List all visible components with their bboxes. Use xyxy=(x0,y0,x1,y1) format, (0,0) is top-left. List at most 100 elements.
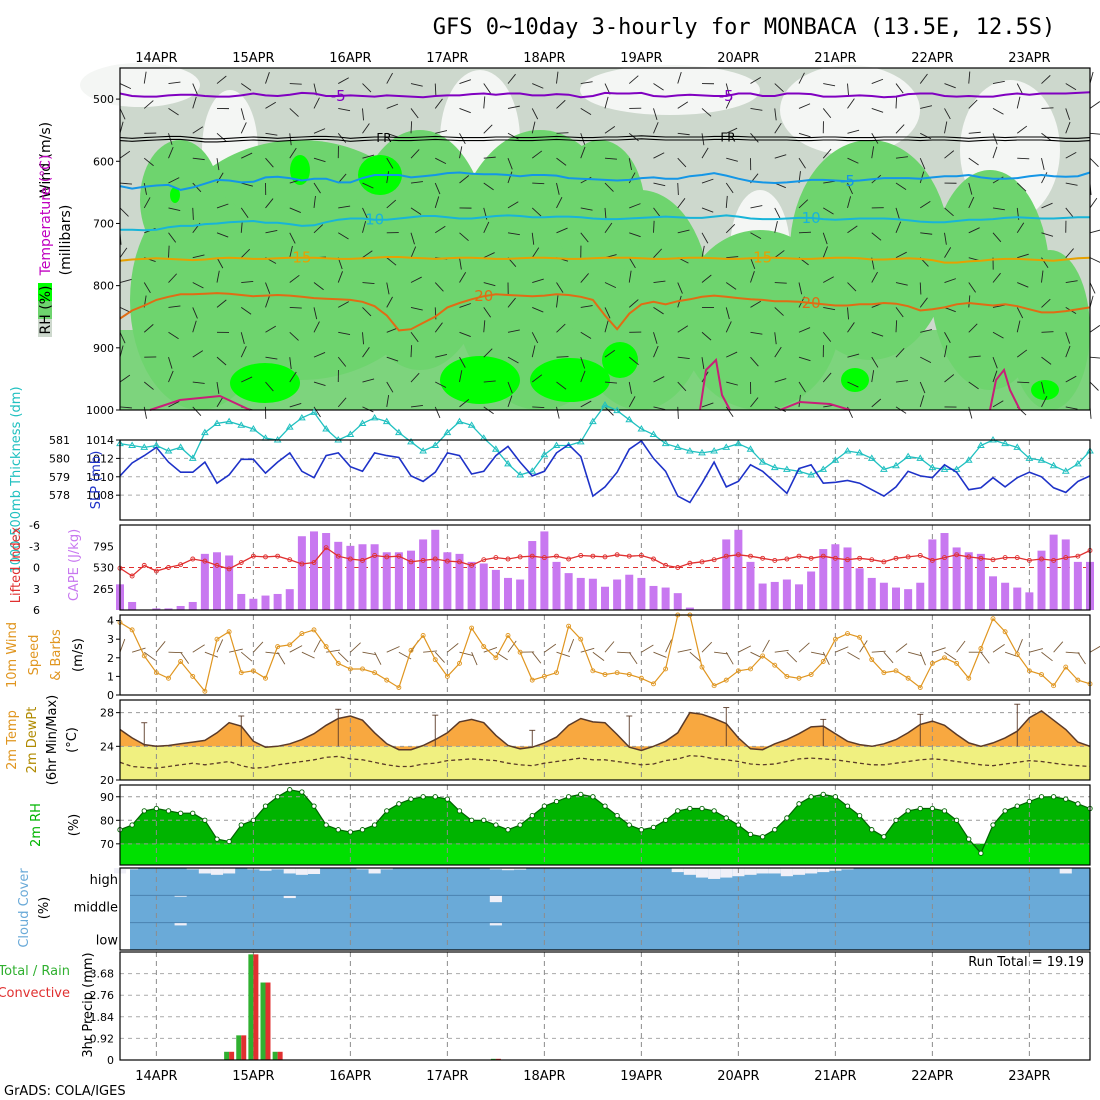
upper-wind-barb xyxy=(362,332,364,345)
cape-bar xyxy=(989,576,997,610)
wind-speed-marker xyxy=(735,668,741,674)
upper-wind-barb xyxy=(944,247,952,258)
pressure-tick-label: 500 xyxy=(93,93,114,106)
upper-wind-barb xyxy=(895,96,898,109)
upper-wind-barb xyxy=(1065,207,1074,218)
upper-wind-barb xyxy=(168,245,170,258)
upper-wind-barb xyxy=(386,282,390,295)
upper-wind-barb xyxy=(774,108,777,121)
upper-wind-barb xyxy=(119,182,132,185)
wind-speed-marker xyxy=(663,666,669,672)
rh2m-marker xyxy=(711,808,717,814)
upper-wind-barb xyxy=(168,177,180,184)
upper-wind-barb xyxy=(459,107,471,114)
upper-wind-barb xyxy=(1041,381,1045,394)
thickness-marker xyxy=(552,441,561,449)
cloud-high-fill xyxy=(380,868,393,870)
date-label-top: 22APR xyxy=(911,51,953,66)
wind-barb xyxy=(786,651,798,663)
wind-axis-label: & Barbs xyxy=(49,629,64,681)
cape-bar xyxy=(552,561,561,610)
wind-speed-marker xyxy=(360,666,365,672)
wind-speed-marker xyxy=(1039,672,1044,677)
wind-legend-label: Wind (m/s) xyxy=(38,122,54,198)
wind-speed-marker xyxy=(299,631,305,637)
dewpoint-line xyxy=(119,754,1091,769)
cloud-high-fill xyxy=(756,868,769,874)
thickness-marker xyxy=(394,428,403,436)
upper-wind-barb xyxy=(919,395,925,408)
wind-barb xyxy=(628,651,638,665)
upper-wind-barb xyxy=(556,282,564,293)
precip-total-bar xyxy=(236,1035,242,1060)
upper-wind-barb xyxy=(944,374,955,383)
upper-wind-barb xyxy=(216,203,229,209)
upper-wind-barb xyxy=(847,196,852,209)
cape-bar xyxy=(128,601,137,610)
wind-barb xyxy=(180,651,190,664)
temp-axis-label: 2m DewPt xyxy=(25,707,40,774)
upper-wind-barb xyxy=(240,248,251,258)
upper-wind-barb xyxy=(628,299,639,308)
footer-credit: GrADS: COLA/IGES xyxy=(4,1084,126,1099)
upper-wind-barb xyxy=(628,356,639,366)
upper-wind-barb xyxy=(483,320,486,333)
rh2m-marker xyxy=(347,829,354,835)
upper-wind-barb xyxy=(289,245,293,258)
upper-wind-barb xyxy=(604,320,609,333)
lifted-index-marker xyxy=(723,553,729,559)
lifted-index-marker xyxy=(226,566,232,572)
upper-wind-barb xyxy=(653,108,658,121)
upper-wind-barb xyxy=(701,331,712,341)
thickness-marker xyxy=(285,423,294,430)
slp-tick-label: 1012 xyxy=(86,452,114,465)
date-label-bottom: 19APR xyxy=(620,1069,662,1084)
wind-barb xyxy=(798,642,810,653)
cloud-middle-fill xyxy=(489,895,502,903)
upper-wind-barb xyxy=(701,147,709,159)
date-label-bottom: 16APR xyxy=(329,1069,371,1084)
wind-barb xyxy=(544,643,557,653)
wind-speed-marker xyxy=(784,673,790,679)
upper-wind-barb xyxy=(677,325,689,333)
upper-wind-barb xyxy=(992,80,1005,84)
rh2m-marker xyxy=(481,817,487,823)
li-tick-label: -3 xyxy=(29,540,40,553)
upper-wind-barb xyxy=(1089,381,1099,391)
upper-wind-barb xyxy=(410,332,419,343)
upper-wind-barb xyxy=(143,157,154,167)
upper-wind-barb xyxy=(871,370,875,383)
upper-wind-barb xyxy=(701,108,712,117)
upper-wind-barb xyxy=(701,245,705,258)
cloud-high-fill xyxy=(283,868,296,874)
upper-wind-barb xyxy=(119,247,128,258)
contour-label: 20 xyxy=(474,287,493,305)
wind-barb xyxy=(253,641,264,653)
upper-wind-barb xyxy=(677,198,686,209)
cape-bar xyxy=(673,593,682,610)
upper-wind-barb xyxy=(992,232,1002,243)
rh2m-marker xyxy=(444,796,451,802)
upper-wind-barb xyxy=(241,281,254,283)
upper-wind-barb xyxy=(1041,232,1054,237)
upper-wind-barb xyxy=(531,232,535,245)
upper-wind-barb xyxy=(822,372,832,383)
rh2m-marker xyxy=(808,794,814,800)
wind-speed-marker xyxy=(408,647,414,653)
wind-speed-marker xyxy=(917,685,923,691)
date-label-bottom: 17APR xyxy=(426,1069,468,1084)
thickness-tick-label: 579 xyxy=(49,471,70,484)
upper-wind-barb xyxy=(168,305,181,308)
upper-wind-barb xyxy=(823,276,834,283)
upper-wind-barb xyxy=(386,296,393,308)
upper-wind-barb xyxy=(725,406,734,417)
cape-bar xyxy=(916,582,925,610)
upper-wind-barb xyxy=(944,207,954,217)
contour-label: -5 xyxy=(331,87,346,105)
upper-wind-barb xyxy=(434,83,437,96)
upper-wind-barb xyxy=(337,271,343,283)
lifted-index-marker xyxy=(202,558,208,564)
upper-wind-barb xyxy=(992,133,998,145)
slp-line xyxy=(119,439,1091,504)
precip-legend-total: Total / Rain xyxy=(0,964,70,979)
